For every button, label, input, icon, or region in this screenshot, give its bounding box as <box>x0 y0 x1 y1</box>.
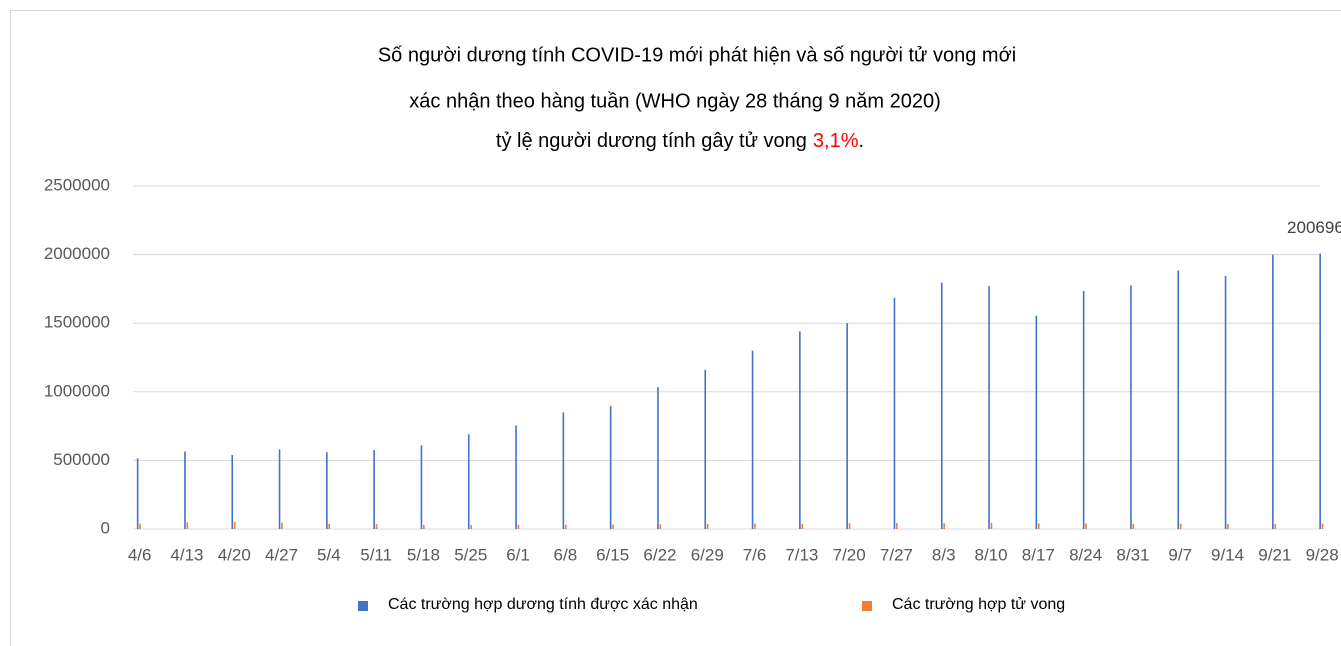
subtitle-end: . <box>859 130 865 152</box>
x-tick-label: 5/25 <box>454 545 487 564</box>
legend-swatch <box>862 601 872 611</box>
bar <box>848 523 851 529</box>
bar <box>564 524 567 529</box>
bar <box>1272 254 1274 529</box>
subtitle-text: tỷ lệ người dương tính gây tử vong <box>496 130 807 152</box>
legend-label: Các trường hợp tử vong <box>892 596 1065 613</box>
bar <box>423 524 425 529</box>
bar <box>1179 523 1182 529</box>
bar <box>515 425 517 529</box>
bar <box>420 445 423 529</box>
x-tick-label: 7/20 <box>833 545 866 564</box>
y-tick-label: 2500000 <box>44 175 110 194</box>
y-tick-label: 500000 <box>53 450 110 469</box>
bar <box>990 522 993 529</box>
chart-title: xác nhận theo hàng tuần (WHO ngày 28 thá… <box>409 90 940 112</box>
x-tick-label: 8/3 <box>932 545 956 564</box>
bar <box>326 452 328 529</box>
bar <box>1130 285 1132 529</box>
bar <box>136 458 139 529</box>
x-tick-label: 7/13 <box>785 545 818 564</box>
y-tick-label: 2000000 <box>44 244 110 263</box>
bar <box>657 386 659 529</box>
bar <box>704 369 707 529</box>
x-tick-label: 8/24 <box>1069 545 1102 564</box>
bar <box>988 286 990 529</box>
bar <box>139 523 141 529</box>
bar <box>1274 524 1277 529</box>
bar <box>1132 523 1135 529</box>
bar <box>659 524 662 529</box>
y-tick-label: 0 <box>101 518 110 537</box>
data-label: 2006967 <box>1287 218 1341 237</box>
bar <box>1227 523 1229 529</box>
bar <box>896 523 898 529</box>
bar <box>328 523 331 529</box>
x-tick-label: 5/18 <box>407 545 440 564</box>
x-tick-label: 7/27 <box>880 545 913 564</box>
x-tick-label: 9/21 <box>1258 545 1291 564</box>
bar <box>940 282 943 529</box>
bar <box>231 454 234 529</box>
x-tick-label: 6/15 <box>596 545 629 564</box>
x-tick-label: 6/8 <box>554 545 578 564</box>
bar <box>281 522 283 529</box>
x-tick-label: 8/31 <box>1116 545 1149 564</box>
bar <box>1037 523 1040 529</box>
bar <box>467 434 470 529</box>
bar <box>612 524 614 529</box>
x-tick-label: 7/6 <box>743 545 767 564</box>
bar <box>1224 275 1227 529</box>
bar <box>801 523 804 529</box>
bar <box>754 523 756 529</box>
x-tick-label: 9/28 <box>1306 545 1339 564</box>
bar <box>1321 523 1324 529</box>
x-tick-label: 4/13 <box>170 545 203 564</box>
x-tick-label: 6/29 <box>691 545 724 564</box>
bar <box>373 450 375 529</box>
y-tick-label: 1000000 <box>44 381 110 400</box>
bar <box>1177 270 1180 529</box>
bar <box>375 524 378 529</box>
chart-title: Số người dương tính COVID-19 mới phát hi… <box>378 44 1016 66</box>
bar <box>233 521 236 529</box>
x-tick-label: 4/6 <box>128 545 152 564</box>
x-tick-label: 6/22 <box>643 545 676 564</box>
chart-border <box>10 10 1341 646</box>
x-tick-label: 8/10 <box>975 545 1008 564</box>
bar <box>1082 290 1085 529</box>
x-tick-label: 6/1 <box>506 545 530 564</box>
x-tick-label: 5/4 <box>317 545 341 564</box>
x-tick-label: 5/11 <box>360 545 392 564</box>
bar <box>1035 315 1038 529</box>
bar <box>893 297 896 529</box>
bar <box>609 406 612 529</box>
x-tick-label: 4/20 <box>218 545 251 564</box>
legend-label: Các trường hợp dương tính được xác nhận <box>388 596 698 613</box>
bar <box>517 524 520 529</box>
bar <box>1319 253 1321 529</box>
bar <box>943 523 945 529</box>
bar <box>278 449 281 529</box>
bar <box>1085 523 1087 529</box>
bar <box>184 451 186 529</box>
x-tick-label: 4/27 <box>265 545 298 564</box>
bar <box>562 412 565 529</box>
x-tick-label: 9/14 <box>1211 545 1244 564</box>
bar <box>186 522 189 529</box>
x-tick-label: 8/17 <box>1022 545 1055 564</box>
bar <box>751 350 754 529</box>
legend-swatch <box>358 601 368 611</box>
x-tick-label: 9/7 <box>1168 545 1192 564</box>
highlight: 3,1% <box>813 130 859 152</box>
chart-subtitle: tỷ lệ người dương tính gây tử vong 3,1%. <box>496 130 864 152</box>
bar <box>799 331 801 529</box>
y-tick-label: 1500000 <box>44 313 110 332</box>
bar <box>706 524 709 529</box>
bar <box>470 525 472 529</box>
bar <box>846 323 848 529</box>
